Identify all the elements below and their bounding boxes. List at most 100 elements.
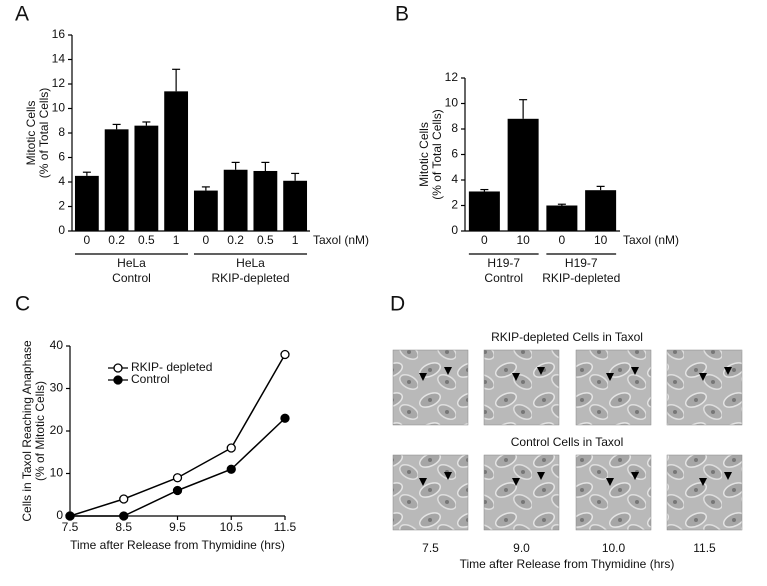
micrograph (666, 349, 743, 426)
y-tick-label: 6 (58, 150, 65, 164)
micrograph (483, 349, 560, 426)
x-tick-label: 10 (594, 233, 608, 247)
time-label: 7.5 (422, 541, 439, 555)
data-point (172, 473, 183, 483)
x-tick-label: 0 (84, 233, 91, 247)
row-title: Control Cells in Taxol (511, 435, 624, 449)
arrowhead (631, 367, 639, 375)
legend-label: Control (131, 372, 170, 386)
group-label: RKIP-depleted (542, 271, 620, 285)
y-tick-label: 0 (56, 508, 63, 522)
y-tick-label: 12 (52, 76, 66, 90)
arrowhead (419, 373, 427, 381)
x-tick-label: 1 (292, 233, 299, 247)
micrograph (483, 454, 560, 531)
x-tick-label: 0 (481, 233, 488, 247)
x-tick-label: 0.2 (227, 233, 244, 247)
micrograph (392, 349, 469, 426)
y-tick-label: 12 (445, 70, 459, 84)
group-label: HeLa (117, 256, 146, 270)
panel-letter: B (395, 3, 409, 26)
bar (585, 190, 617, 231)
bar (283, 180, 308, 231)
x-axis-label: Taxol (nM) (313, 233, 369, 247)
arrowhead (419, 478, 427, 486)
panel-letter: A (15, 3, 29, 26)
x-tick-label: 0.5 (257, 233, 274, 247)
series-line (70, 417, 286, 517)
x-tick-label: 0 (203, 233, 210, 247)
bar (223, 169, 248, 231)
y-axis-label: Mitotic Cells (417, 122, 431, 187)
x-tick-label: 0.2 (108, 233, 125, 247)
data-point (119, 511, 129, 521)
y-tick-label: 0 (451, 223, 458, 237)
bar (134, 125, 159, 231)
arrowhead (724, 367, 732, 375)
y-tick-label: 0 (58, 223, 65, 237)
arrowhead (512, 478, 520, 486)
x-tick-label: 7.5 (62, 520, 79, 534)
data-point (226, 443, 236, 453)
data-point (280, 349, 290, 360)
x-tick-label: 8.5 (115, 520, 132, 534)
time-label: 10.0 (602, 541, 626, 555)
y-axis-label: Mitotic Cells (24, 101, 38, 166)
y-axis-label: (% of Mitotic Cells) (33, 381, 47, 481)
y-tick-label: 4 (451, 172, 458, 186)
panel-letter: C (15, 293, 30, 316)
group-label: Control (484, 271, 523, 285)
group-label: Control (112, 271, 151, 285)
y-tick-label: 30 (50, 381, 64, 395)
legend-marker (113, 363, 123, 373)
data-point (172, 485, 183, 496)
arrowhead (444, 367, 452, 375)
bar (74, 175, 99, 231)
x-tick-label: 9.5 (169, 520, 186, 534)
time-label: 9.0 (513, 541, 530, 555)
y-tick-label: 10 (52, 101, 66, 115)
arrowhead (606, 478, 614, 486)
y-tick-label: 2 (58, 199, 65, 213)
y-tick-label: 10 (50, 466, 64, 480)
y-tick-label: 4 (58, 174, 65, 188)
x-tick-label: 0 (559, 233, 566, 247)
micrograph (575, 349, 652, 426)
x-axis-label: Taxol (nM) (623, 233, 679, 247)
group-label: RKIP-depleted (211, 271, 289, 285)
row-title: RKIP-depleted Cells in Taxol (491, 330, 643, 344)
arrowhead (606, 373, 614, 381)
y-tick-label: 20 (50, 423, 64, 437)
micrograph (575, 454, 652, 531)
arrowhead (724, 472, 732, 480)
arrowhead (699, 373, 707, 381)
panel-letter: D (390, 293, 405, 316)
arrowhead (631, 472, 639, 480)
legend-label: RKIP- depleted (131, 360, 212, 374)
y-tick-label: 8 (451, 121, 458, 135)
y-tick-label: 8 (58, 125, 65, 139)
x-tick-label: 11.5 (274, 520, 297, 534)
y-axis-label: (% of Total Cells) (37, 88, 51, 178)
arrowhead (444, 472, 452, 480)
arrowhead (537, 367, 545, 375)
y-axis-label: (% of Total Cells) (430, 109, 444, 199)
data-point (226, 464, 236, 474)
y-tick-label: 10 (445, 96, 459, 110)
bar (104, 129, 129, 231)
data-point (119, 494, 129, 504)
x-axis-label: Time after Release from Thymidine (hrs) (460, 557, 675, 571)
y-axis-label: Cells in Taxol Reaching Anaphase (20, 340, 34, 522)
y-tick-label: 14 (52, 52, 66, 66)
arrowhead (537, 472, 545, 480)
bar (468, 191, 500, 231)
x-tick-label: 0.5 (138, 233, 155, 247)
arrowhead (512, 373, 520, 381)
micrograph (392, 454, 469, 531)
bar (253, 170, 278, 231)
legend-marker (113, 375, 123, 385)
time-label: 11.5 (693, 541, 716, 555)
y-tick-label: 40 (50, 338, 64, 352)
